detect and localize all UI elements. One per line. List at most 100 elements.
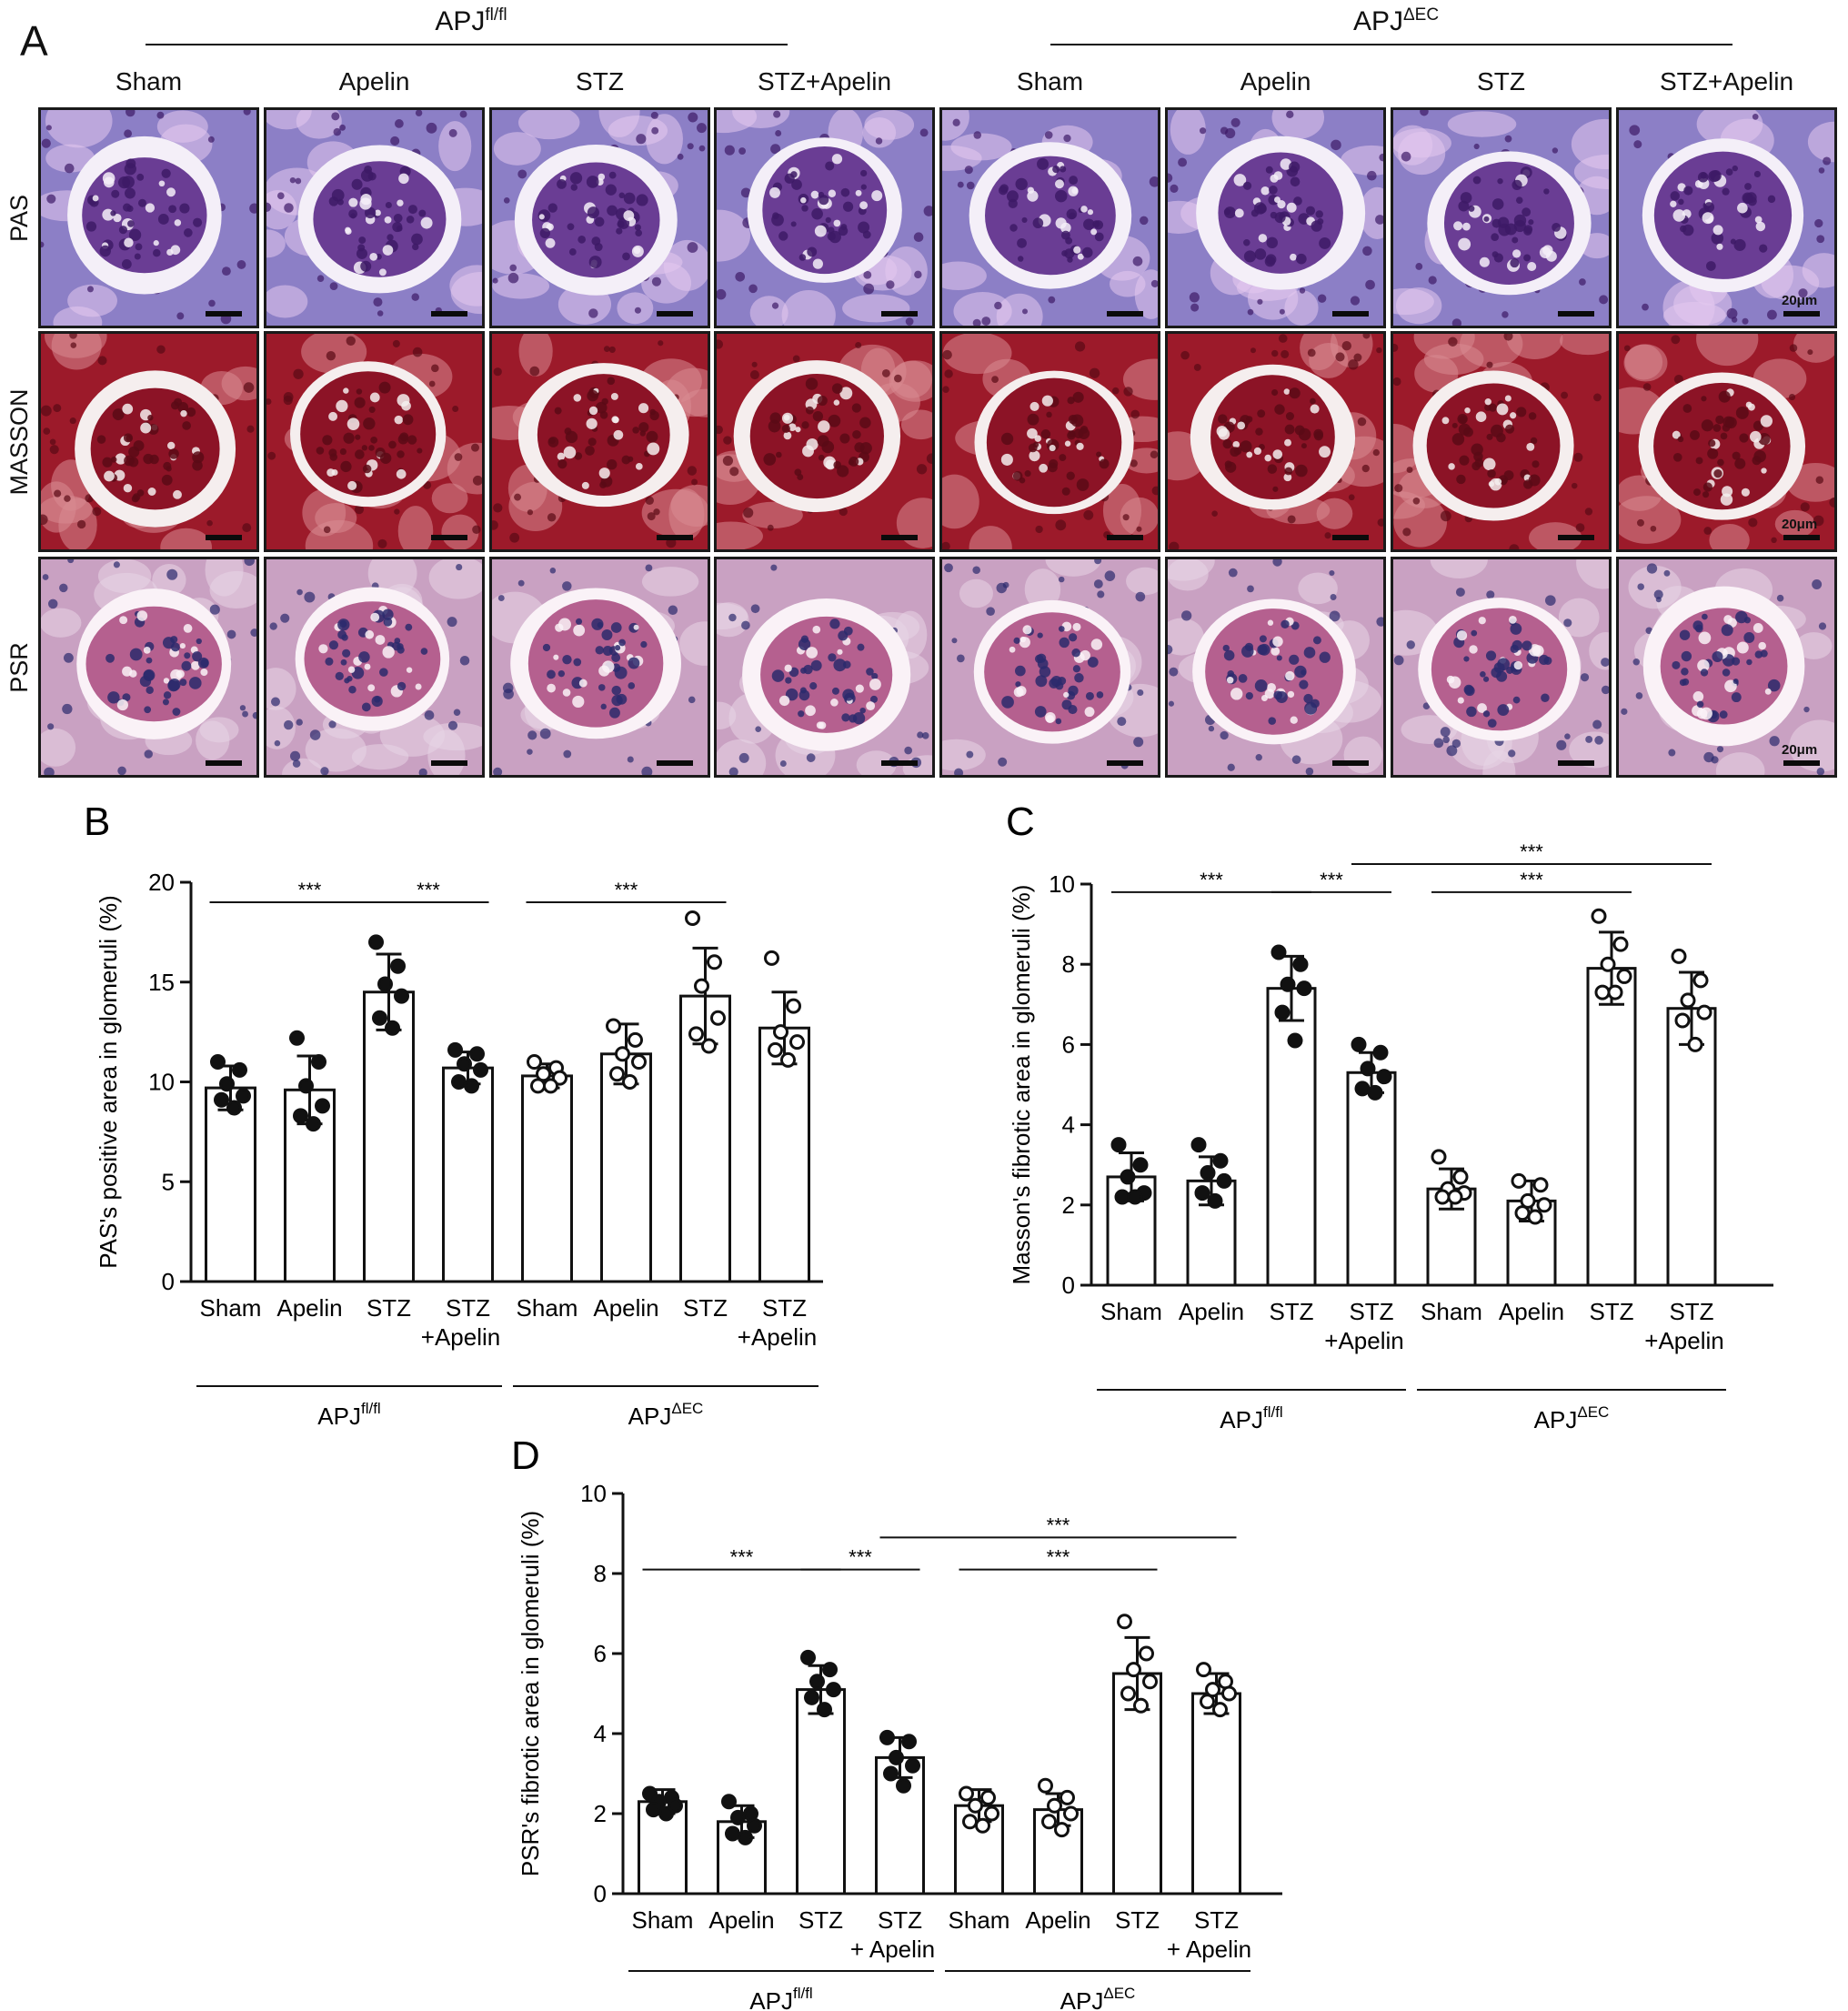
scale-bar [206,311,242,317]
bar [1191,1692,1241,1895]
data-point [1133,1697,1149,1714]
data-point [306,1116,321,1132]
data-point [1270,944,1287,960]
data-point [817,1702,832,1718]
data-point [800,1649,816,1665]
group-label: APJfl/fl [749,1985,812,2011]
y-tick-label: 10 [148,1069,175,1096]
data-point [1687,1036,1703,1052]
panel-a-letter: A [20,17,48,65]
data-point [1616,968,1632,984]
x-tick-label: Apelin [1499,1298,1564,1325]
data-point [543,1078,558,1094]
data-point [980,1789,996,1805]
data-point [1372,1044,1389,1061]
x-tick-label: Apelin [1179,1298,1244,1325]
group-label-base: APJ [435,6,486,36]
scale-bar [1107,760,1143,766]
data-point [1671,948,1687,964]
micrograph-psr-6 [1391,557,1612,778]
scale-bar [431,535,467,540]
data-point [1296,980,1312,997]
data-point [804,1689,819,1705]
micrograph-psr-4 [939,557,1160,778]
data-point [730,1809,746,1825]
data-point [1680,992,1696,1009]
data-point [1360,1061,1376,1077]
column-header-0: Sham [115,67,183,96]
group-label-sup: ΔEC [1402,5,1440,25]
x-tick-label: STZ [798,1906,843,1934]
data-point [1060,1789,1075,1805]
micrograph-pas-5 [1165,107,1386,328]
data-point [1367,1084,1383,1101]
group-label-apj-dec: APJΔEC [1353,5,1439,37]
data-point [1212,1702,1228,1718]
data-point [1674,1012,1691,1029]
data-point [1142,1674,1158,1690]
x-tick-label: +Apelin [421,1323,500,1351]
column-header-7: STZ+Apelin [1659,67,1794,96]
data-point [457,1056,472,1072]
scale-bar-label: 20μm [1782,517,1818,532]
scale-bar [1783,760,1820,766]
scale-bar [1107,535,1143,540]
data-point [1139,1645,1154,1662]
scale-bar [1558,760,1594,766]
data-point [289,1030,305,1046]
x-tick-label: Apelin [708,1906,774,1934]
y-tick-label: 8 [1062,950,1075,978]
data-point [236,1088,251,1104]
micrograph-masson-4 [939,331,1160,552]
group-label: APJfl/fl [317,1400,380,1430]
x-tick-label: +Apelin [1324,1327,1403,1354]
x-tick-label: Sham [200,1294,262,1322]
bar [442,1066,494,1283]
data-point [707,954,722,970]
group-label-base: APJ [1352,6,1403,36]
data-point [1194,1185,1210,1202]
scale-bar-label: 20μm [1782,742,1818,758]
y-tick-label: 0 [162,1268,175,1295]
y-tick-label: 6 [594,1640,607,1667]
data-point [1110,1137,1127,1153]
data-point [631,1054,647,1071]
data-point [394,988,409,1004]
group-label: APJΔEC [1534,1403,1610,1433]
data-point [1132,1157,1149,1173]
data-point [889,1749,904,1765]
data-point [701,1038,717,1054]
scale-bar [657,535,693,540]
data-point [628,1031,643,1048]
data-point [822,1662,838,1678]
data-point [959,1785,974,1802]
data-point [1127,1189,1143,1205]
data-point [1591,908,1607,924]
x-tick-label: +Apelin [1644,1327,1723,1354]
y-tick-label: 0 [594,1880,607,1907]
data-point [293,1108,308,1124]
data-point [710,1010,726,1026]
x-tick-label: Sham [517,1294,578,1322]
data-point [315,1098,330,1114]
data-point [1114,1189,1130,1205]
significance-label: *** [1047,1513,1070,1536]
column-header-2: STZ [576,67,624,96]
data-point [530,1078,546,1094]
y-axis-label: PSR's fibrotic area in glomeruli (%) [517,1511,544,1876]
data-point [536,1066,551,1082]
bar [1346,1071,1397,1287]
data-point [1216,1172,1232,1189]
column-header-3: STZ+Apelin [757,67,892,96]
bar [1186,1179,1237,1287]
significance-label: *** [1320,869,1343,891]
micrograph-masson-5 [1165,331,1386,552]
data-point [809,1674,825,1690]
data-point [210,1054,226,1071]
data-point [1447,1189,1463,1205]
significance-label: *** [730,1546,754,1569]
y-tick-label: 4 [1062,1111,1075,1139]
data-point [747,1817,762,1834]
micrograph-psr-1 [264,557,485,778]
data-point [1511,1172,1527,1189]
